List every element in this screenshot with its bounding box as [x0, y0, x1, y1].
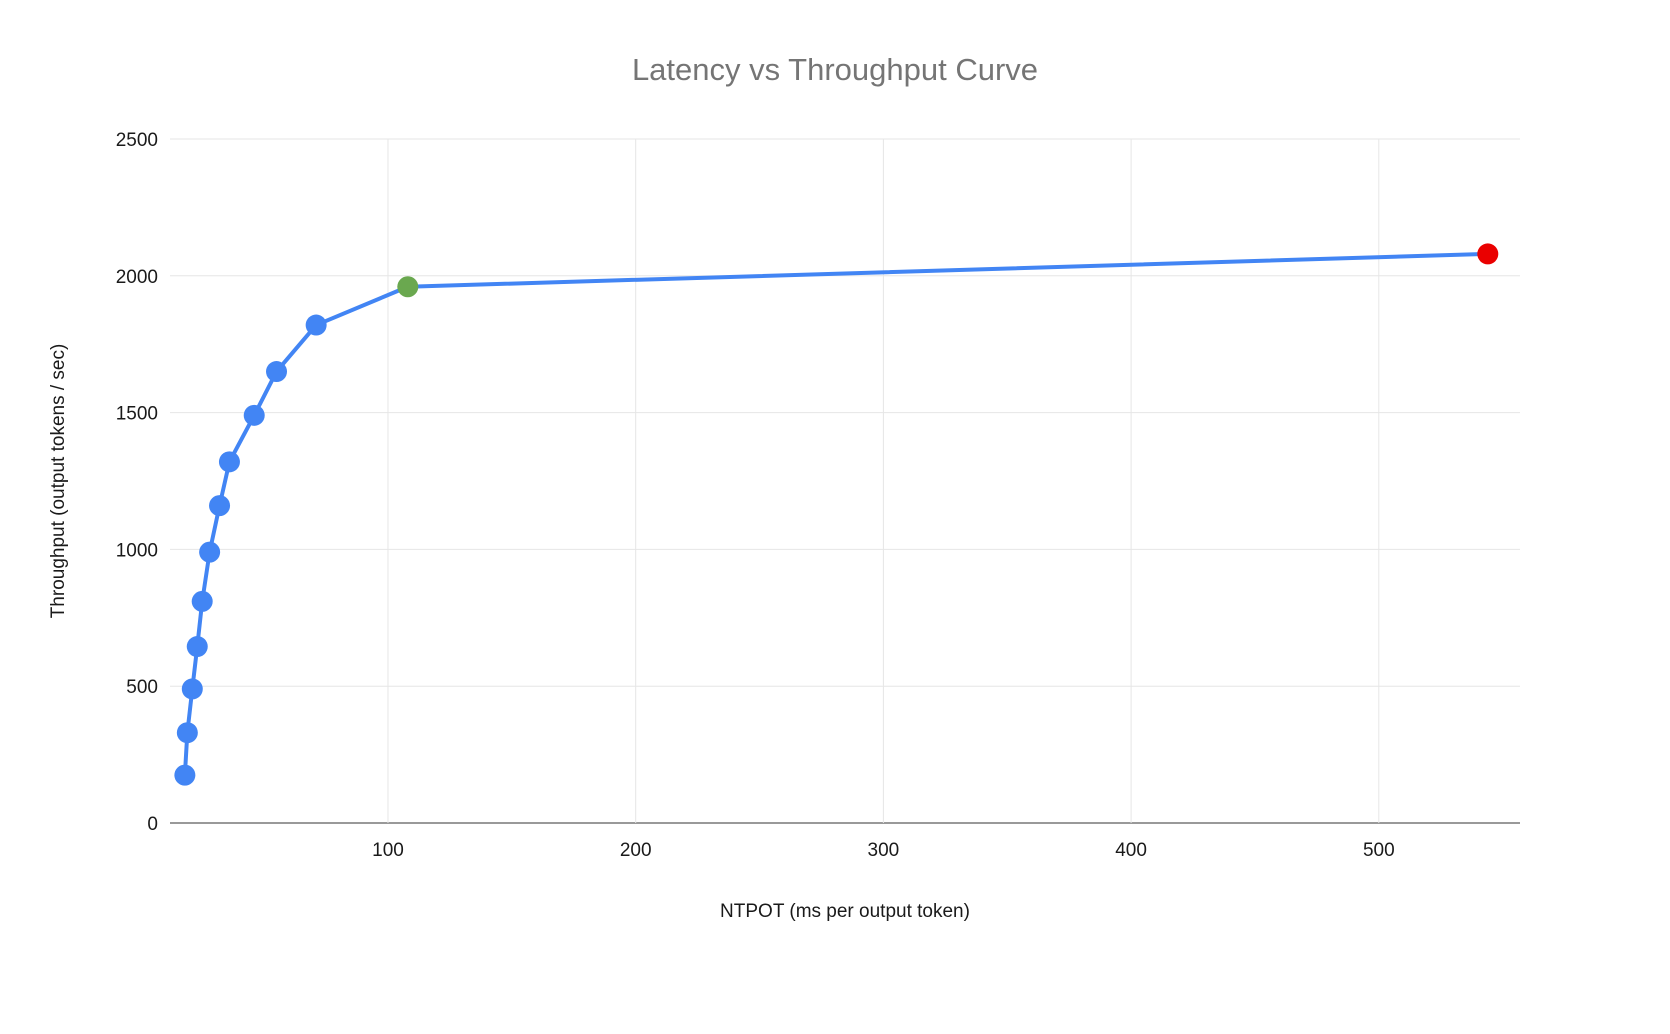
y-tick-label: 0: [147, 814, 158, 835]
x-tick-label: 400: [1115, 840, 1147, 861]
data-point: [397, 276, 419, 298]
chart-title: Latency vs Throughput Curve: [631, 52, 1039, 87]
y-tick-label: 2500: [116, 130, 158, 151]
y-axis-title: Throughput (output tokens / sec): [48, 344, 69, 619]
data-point: [1477, 243, 1499, 265]
tick-label-layer: 0 500 1000 1500 2000 2500 100 200 300 400 500: [116, 130, 1395, 861]
data-point: [174, 764, 196, 786]
data-point: [218, 451, 240, 473]
y-tick-label: 1000: [116, 540, 158, 561]
data-point: [181, 678, 203, 700]
data-point: [191, 590, 213, 612]
y-tick-label: 1500: [116, 404, 158, 425]
data-point: [266, 361, 288, 383]
data-point: [243, 404, 265, 426]
x-tick-label: 200: [620, 840, 652, 861]
series-layer: [174, 243, 1499, 786]
x-axis-title: NTPOT (ms per output token): [720, 901, 970, 922]
series-line: [182, 251, 1490, 778]
data-point: [209, 495, 231, 517]
grid-layer: [170, 138, 1520, 824]
y-tick-label: 500: [126, 677, 158, 698]
y-tick-label: 2000: [116, 267, 158, 288]
x-tick-label: 100: [372, 840, 404, 861]
data-point: [199, 541, 221, 563]
data-point: [305, 314, 327, 336]
data-point: [176, 722, 198, 744]
data-point: [186, 636, 208, 658]
x-tick-label: 500: [1363, 840, 1395, 861]
x-tick-label: 300: [868, 840, 900, 861]
